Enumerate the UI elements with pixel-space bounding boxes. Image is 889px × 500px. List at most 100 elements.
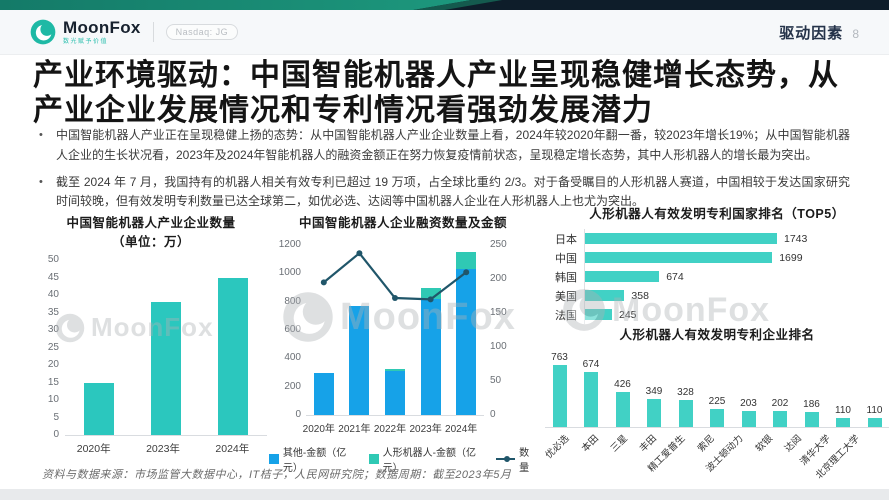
bar-segment-other — [456, 269, 477, 415]
value-label: 1743 — [784, 232, 808, 245]
bar-column: 426 — [608, 379, 637, 427]
chart-title: 中国智能机器人产业企业数量 — [66, 216, 236, 230]
bullet-list: 中国智能机器人产业正在呈现稳健上扬的态势：从中国智能机器人产业企业数量上看，20… — [36, 126, 850, 219]
hbar-row: 中国 1699 — [545, 248, 889, 267]
value-label: 349 — [645, 385, 663, 397]
brand-name: MoonFox — [63, 18, 141, 37]
value-label: 203 — [740, 397, 757, 409]
bar-column: 225 — [703, 396, 732, 427]
x-tick: 2022年 — [373, 424, 407, 435]
value-label: 674 — [582, 359, 600, 371]
bar — [585, 252, 773, 263]
value-label: 1699 — [779, 251, 803, 264]
chart-subtitle: （单位：万） — [111, 235, 190, 249]
bar-segment-other — [349, 305, 370, 415]
top-accent-gradient — [0, 0, 472, 10]
bar — [647, 398, 661, 427]
x-tick-cell: 北京理工大学 — [814, 428, 864, 481]
bar-column: 328 — [671, 387, 700, 427]
bar-column: 110 — [829, 405, 858, 427]
legend-swatch — [269, 454, 279, 464]
x-tick-cell: 三星 — [603, 428, 632, 476]
bar — [552, 365, 567, 427]
top-accent-wedge — [413, 0, 503, 10]
bar-column: 203 — [734, 397, 763, 427]
value-label: 328 — [677, 387, 694, 399]
plot — [306, 245, 484, 416]
bar-segment-other — [420, 298, 441, 415]
header-right: 驱动因素 8 — [779, 22, 859, 43]
y-axis: 50 45 40 35 30 25 20 15 10 5 0 — [47, 254, 59, 440]
x-tick: 三星 — [608, 433, 630, 455]
value-label: 186 — [803, 398, 820, 410]
header: MoonFox 数光赋予价值 Nasdaq: JG 驱动因素 8 — [0, 10, 889, 55]
bar — [585, 271, 660, 282]
value-label: 245 — [619, 308, 637, 321]
bar-segment-other — [384, 371, 405, 415]
x-tick-cell: 波士顿动力 — [705, 428, 748, 476]
x-tick-cell: 精工爱普生 — [647, 428, 690, 476]
chart-title: 人形机器人有效发明专利国家排名（TOP5） — [589, 207, 845, 221]
section-label: 驱动因素 — [779, 24, 844, 42]
bar-segment-humanoid — [384, 369, 405, 372]
value-label: 110 — [835, 405, 851, 417]
bar-segment-humanoid — [456, 252, 477, 270]
value-label: 202 — [771, 397, 789, 409]
category-label: 法国 — [555, 309, 577, 322]
x-tick: 丰田 — [637, 433, 659, 455]
bar-track: 358 — [584, 286, 889, 305]
bar-track: 674 — [584, 267, 889, 286]
bottom-band — [0, 489, 889, 500]
bar — [741, 410, 756, 427]
bar-track: 245 — [584, 305, 889, 324]
x-axis: 2020年 2021年 2022年 2023年 2024年 — [301, 420, 479, 435]
bar — [615, 392, 630, 427]
legend-swatch — [368, 454, 379, 464]
source-note: 资料与数据来源：市场监管大数据中心，IT桔子，人民网研究院；数据周期：截至202… — [42, 469, 512, 481]
bullet-item: 截至 2024 年 7 月，我国持有的机器人相关有效专利已超过 19 万项，占全… — [36, 173, 850, 213]
y-axis-left: 1200 1000 800 600 400 200 0 — [278, 239, 301, 420]
page-number: 8 — [852, 26, 859, 41]
slide-title: 产业环境驱动：中国智能机器人产业呈现稳健增长态势，从产业企业发展情况和专利情况看… — [33, 59, 839, 128]
plot-area: 50 45 40 35 30 25 20 15 10 5 0 — [35, 254, 267, 440]
bar-column: 110 — [860, 405, 889, 427]
bar — [584, 372, 598, 427]
category-label: 美国 — [555, 290, 577, 303]
x-tick: 2024年 — [215, 443, 250, 455]
stacked-bar — [384, 369, 405, 415]
bar-column: 202 — [766, 398, 795, 427]
bar-track: 1743 — [584, 229, 889, 248]
plot-area: 1200 1000 800 600 400 200 0 250 200 150 100 50 0 — [269, 239, 537, 420]
bar — [773, 410, 787, 427]
chart-title: 中国智能机器人企业融资数量及金额 — [298, 216, 507, 230]
x-tick: 2024年 — [445, 424, 478, 435]
legend-label: 人形机器人-金额（亿元） — [382, 448, 476, 474]
bar — [710, 408, 724, 427]
bar-track: 1699 — [584, 248, 889, 267]
hbar-row: 日本 1743 — [545, 229, 889, 248]
value-label: 674 — [666, 270, 684, 283]
brand-tagline: 数光赋予价值 — [63, 39, 109, 45]
legend-item: 其他-金额（亿元） — [269, 444, 358, 474]
bar — [836, 418, 850, 427]
x-axis: 2020年 2023年 2024年 — [59, 441, 267, 456]
bar-column: 674 — [577, 359, 606, 427]
hbar-row: 韩国 674 — [545, 267, 889, 286]
legend-label: 其他-金额（亿元） — [282, 448, 347, 474]
x-tick-cell: 软银 — [748, 428, 777, 476]
legend-item: 数量 — [495, 444, 538, 474]
plot-area: 日本 1743 中国 1699 韩国 674 美国 358 法国 245 — [545, 229, 889, 324]
x-tick: 2021年 — [338, 424, 371, 435]
x-tick: 本田 — [579, 433, 601, 455]
plot-area: 763 674 426 349 328 225 203 202 186 110 110 — [545, 347, 889, 428]
category-label: 日本 — [555, 233, 577, 246]
stacked-bar — [313, 372, 334, 415]
stacked-bar — [420, 287, 441, 415]
chart-company-count: 中国智能机器人产业企业数量 （单位：万） 50 45 40 35 30 25 20 15 10 5 0 2… — [35, 212, 267, 456]
stacked-bar — [349, 305, 370, 415]
x-axis: 优必选 本田 三星 丰田 精工爱普生 索尼 波士顿动力 软银 达闼 清华大学 北京理工大学 — [544, 428, 889, 481]
x-tick: 软银 — [753, 433, 775, 455]
bullet-item: 中国智能机器人产业正在呈现稳健上扬的态势：从中国智能机器人产业企业数量上看，20… — [36, 126, 850, 166]
value-label: 358 — [631, 289, 649, 302]
